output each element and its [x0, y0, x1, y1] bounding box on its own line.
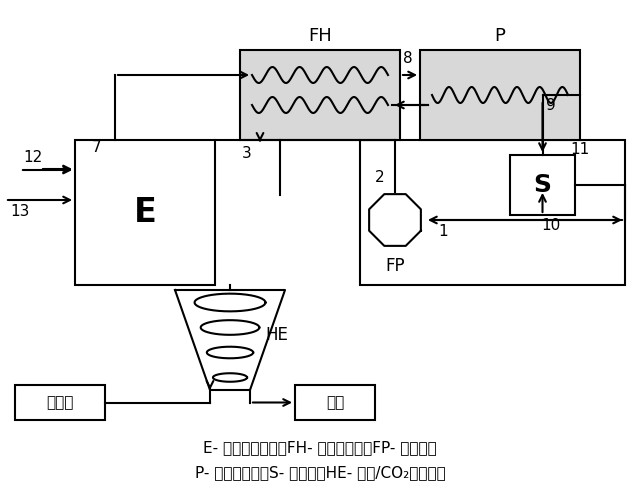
Text: P- 过程加热器；S- 分离器；HE- 液氧/CO₂热交换器: P- 过程加热器；S- 分离器；HE- 液氧/CO₂热交换器 — [195, 465, 445, 480]
Bar — [360, 140, 625, 285]
Text: P: P — [495, 27, 506, 45]
Text: HE: HE — [265, 326, 288, 344]
Text: FP: FP — [385, 257, 405, 275]
Text: FH: FH — [308, 27, 332, 45]
Bar — [15, 385, 105, 420]
Text: 12: 12 — [24, 150, 43, 165]
Bar — [240, 50, 400, 140]
Text: 液态氧: 液态氧 — [46, 395, 74, 410]
Text: 3: 3 — [242, 146, 252, 161]
Bar — [420, 50, 580, 140]
Text: 8: 8 — [403, 51, 413, 66]
Text: 10: 10 — [541, 217, 560, 232]
Bar — [510, 155, 575, 215]
Text: 13: 13 — [10, 204, 29, 219]
Text: 7: 7 — [92, 140, 102, 155]
Text: S: S — [534, 173, 552, 197]
Text: 11: 11 — [570, 142, 589, 157]
Bar — [295, 385, 375, 420]
Text: 干冰: 干冰 — [326, 395, 344, 410]
Text: 2: 2 — [375, 169, 385, 184]
Text: E- 往复式发动机；FH- 给水加热器；FP- 给水泵；: E- 往复式发动机；FH- 给水加热器；FP- 给水泵； — [203, 440, 437, 455]
Bar — [75, 140, 215, 285]
Text: E: E — [134, 196, 156, 229]
Text: 9: 9 — [546, 98, 556, 113]
Text: 1: 1 — [438, 224, 447, 239]
